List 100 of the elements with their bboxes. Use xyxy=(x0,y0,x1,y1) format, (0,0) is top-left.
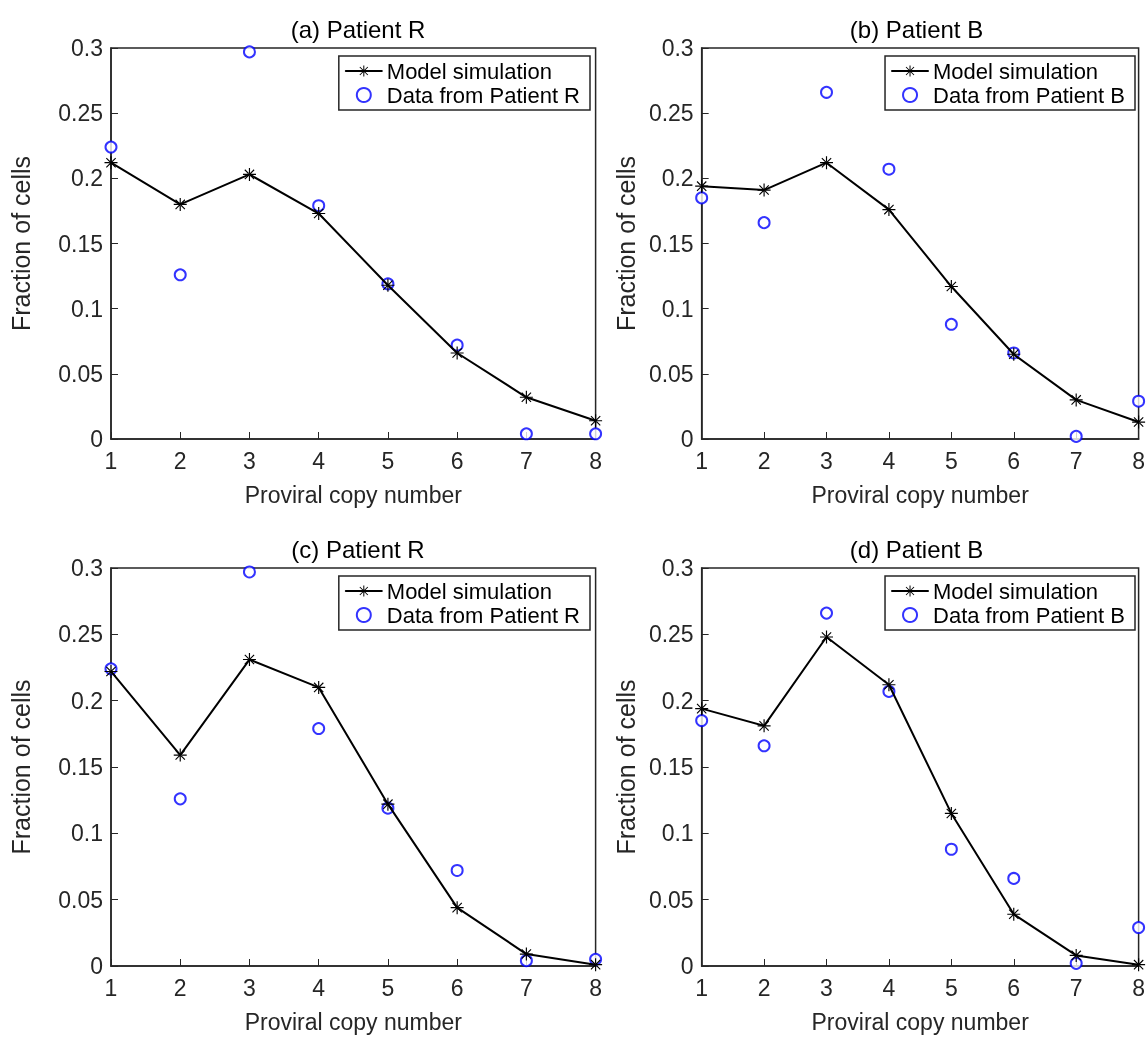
y-axis-title: Fraction of cells xyxy=(611,155,640,332)
point xyxy=(312,207,326,221)
point xyxy=(1069,948,1083,962)
point xyxy=(1132,921,1146,935)
point xyxy=(695,714,709,728)
point xyxy=(589,958,603,972)
x-tick-label: 8 xyxy=(1132,974,1145,1001)
legend-label: Model simulation xyxy=(933,578,1099,604)
point xyxy=(882,203,896,217)
x-tick-label: 5 xyxy=(944,974,958,1001)
chart-title: (a) Patient R xyxy=(290,15,426,43)
x-tick-label: 2 xyxy=(757,447,771,474)
point xyxy=(519,947,533,961)
point xyxy=(1069,393,1083,407)
y-tick-label: 0.05 xyxy=(648,360,694,387)
point xyxy=(944,806,958,820)
x-tick-label: 3 xyxy=(243,447,256,474)
y-tick-label: 0 xyxy=(90,426,103,452)
point xyxy=(173,268,187,282)
y-tick-label: 0.3 xyxy=(661,35,694,61)
y-tick-label: 0.05 xyxy=(648,886,694,913)
x-tick-label: 8 xyxy=(589,447,602,474)
x-axis-title: Proviral copy number xyxy=(811,481,1030,508)
legend-label: Data from Patient R xyxy=(386,82,580,108)
point xyxy=(242,167,256,181)
y-axis-title: Fraction of cells xyxy=(611,679,640,855)
y-tick-label: 0.15 xyxy=(58,754,103,780)
point xyxy=(519,390,533,404)
x-axis-title: Proviral copy number xyxy=(244,481,463,508)
point xyxy=(312,199,326,213)
x-tick-label: 4 xyxy=(882,974,896,1001)
x-tick-label: 6 xyxy=(450,974,464,1001)
x-tick-label: 7 xyxy=(1069,447,1083,474)
point xyxy=(882,162,896,176)
y-tick-label: 0.1 xyxy=(661,820,694,847)
y-tick-label: 0.25 xyxy=(58,100,103,127)
y-tick-label: 0.05 xyxy=(58,886,103,913)
point xyxy=(312,680,326,694)
x-tick-label: 1 xyxy=(695,974,709,1001)
y-tick-label: 0.2 xyxy=(661,165,694,192)
x-tick-label: 7 xyxy=(1069,974,1083,1001)
x-tick-label: 4 xyxy=(312,974,326,1001)
y-tick-label: 0.05 xyxy=(58,360,103,387)
chart-title: (c) Patient R xyxy=(291,535,425,563)
x-tick-label: 3 xyxy=(820,447,833,474)
y-axis-title: Fraction of cells xyxy=(6,679,35,855)
point xyxy=(1007,907,1021,921)
y-tick-label: 0.1 xyxy=(71,295,103,322)
point xyxy=(173,197,187,211)
y-tick-label: 0.3 xyxy=(661,555,694,581)
point xyxy=(589,414,603,428)
point xyxy=(757,183,771,197)
x-tick-label: 2 xyxy=(173,447,187,474)
x-tick-label: 4 xyxy=(882,447,896,474)
y-tick-label: 0 xyxy=(90,953,103,979)
chart-title: (b) Patient B xyxy=(849,15,984,43)
y-tick-label: 0.2 xyxy=(71,165,103,192)
x-tick-label: 1 xyxy=(104,974,118,1001)
point xyxy=(104,156,118,170)
x-tick-label: 4 xyxy=(312,447,326,474)
point xyxy=(242,565,256,579)
point xyxy=(450,863,464,877)
x-tick-label: 7 xyxy=(519,974,533,1001)
point xyxy=(695,191,709,205)
point xyxy=(589,427,603,441)
chart-title: (d) Patient B xyxy=(849,535,984,563)
y-tick-label: 0 xyxy=(680,953,694,979)
y-tick-label: 0.25 xyxy=(58,621,103,648)
point xyxy=(944,317,958,331)
y-tick-label: 0.2 xyxy=(661,687,694,714)
point xyxy=(1132,415,1146,429)
x-tick-label: 1 xyxy=(104,447,118,474)
point xyxy=(1007,871,1021,885)
point xyxy=(882,678,896,692)
point xyxy=(944,842,958,856)
point xyxy=(820,156,833,170)
y-tick-label: 0.15 xyxy=(648,754,694,780)
point xyxy=(312,722,326,736)
x-tick-label: 5 xyxy=(381,447,395,474)
point xyxy=(104,140,118,154)
point xyxy=(242,45,256,59)
y-tick-label: 0.25 xyxy=(648,621,694,648)
point xyxy=(757,739,771,753)
y-tick-label: 0.3 xyxy=(71,555,103,581)
y-tick-label: 0.15 xyxy=(648,230,694,257)
point xyxy=(173,792,187,806)
point xyxy=(173,748,187,762)
y-tick-label: 0.3 xyxy=(71,35,103,61)
point xyxy=(450,901,464,915)
y-tick-label: 0.2 xyxy=(71,687,103,714)
point xyxy=(519,427,533,441)
x-tick-label: 1 xyxy=(695,447,709,474)
x-tick-label: 6 xyxy=(1007,974,1021,1001)
x-tick-label: 3 xyxy=(243,974,256,1001)
x-axis-title: Proviral copy number xyxy=(244,1008,463,1035)
x-tick-label: 5 xyxy=(381,974,395,1001)
point xyxy=(1069,956,1083,970)
point xyxy=(242,653,256,667)
point xyxy=(820,85,833,99)
x-tick-label: 6 xyxy=(1007,447,1021,474)
